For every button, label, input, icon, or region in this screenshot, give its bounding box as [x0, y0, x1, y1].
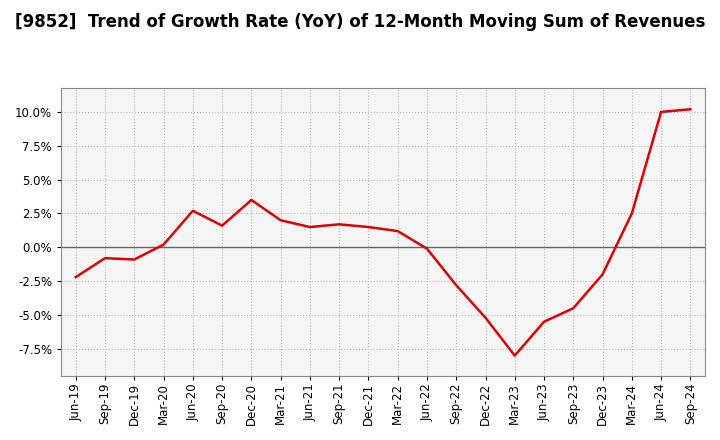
Text: [9852]  Trend of Growth Rate (YoY) of 12-Month Moving Sum of Revenues: [9852] Trend of Growth Rate (YoY) of 12-…	[15, 13, 705, 31]
